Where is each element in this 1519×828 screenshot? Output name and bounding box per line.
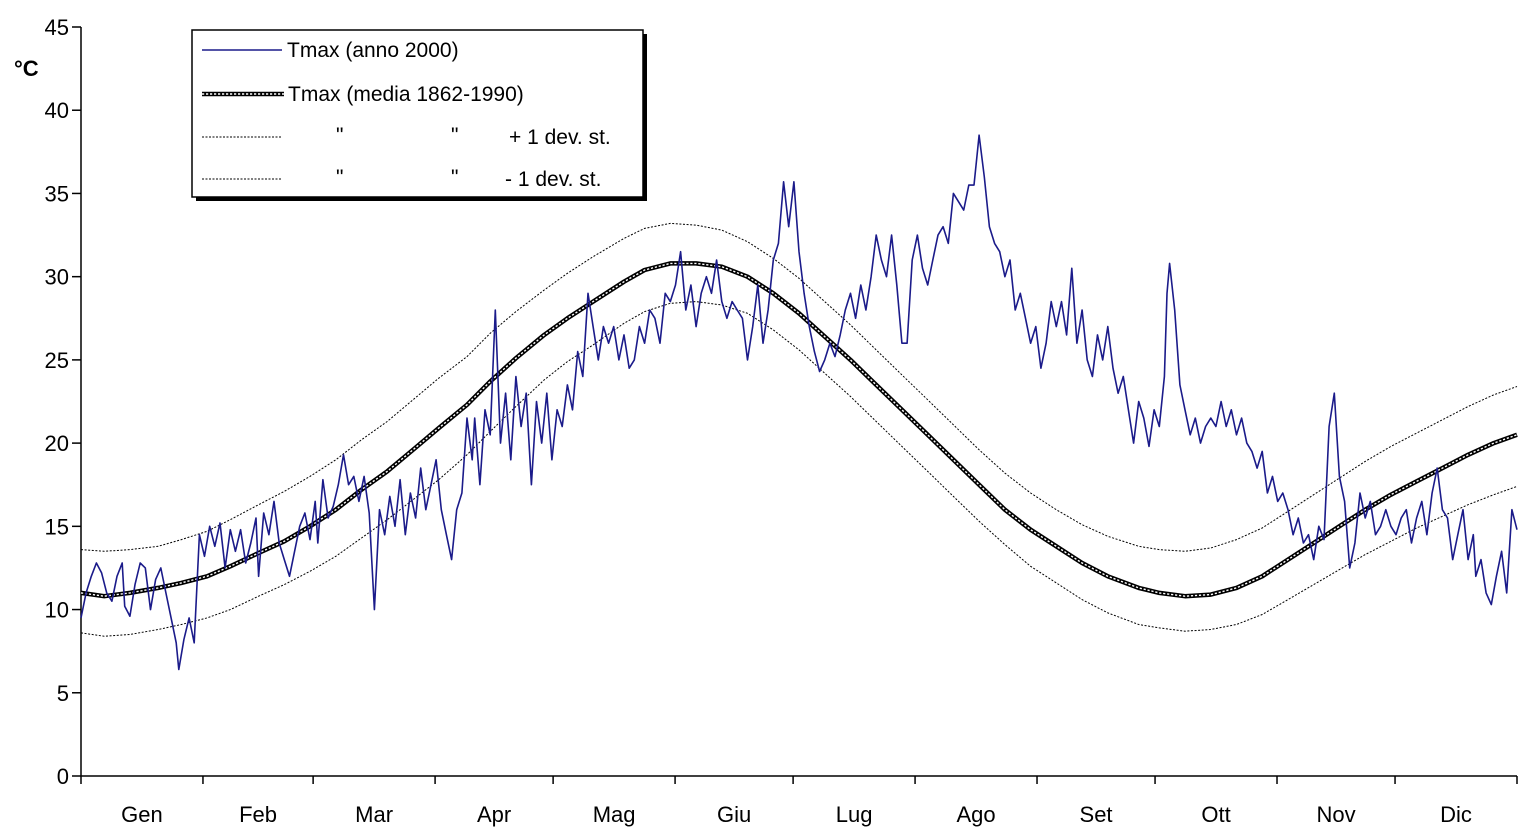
x-tick-label: Mar <box>355 802 393 827</box>
y-tick-label: 25 <box>45 348 69 373</box>
y-tick-label: 5 <box>57 681 69 706</box>
legend-label-plus-dev: + 1 dev. st. <box>509 126 611 149</box>
legend-ditto-plus-2: " <box>451 124 458 147</box>
legend: Tmax (anno 2000) Tmax (media 1862-1990) … <box>191 29 647 201</box>
x-axis: Gen Feb Mar Apr Mag Giu Lug Ago Set Ott Nov Dic <box>80 775 1518 827</box>
y-axis: 0 5 10 15 20 25 30 35 40 45 <box>45 15 82 789</box>
y-axis-unit-label: °C <box>14 56 39 81</box>
legend-ditto-minus-1: " <box>336 166 343 189</box>
x-tick-label: Ott <box>1201 802 1230 827</box>
series-line-plus-1-dev <box>80 222 1518 552</box>
series-line-media-pattern <box>80 262 1518 597</box>
legend-label-media: Tmax (media 1862-1990) <box>288 83 524 106</box>
y-tick-label: 45 <box>45 15 69 40</box>
x-tick-label: Feb <box>239 802 277 827</box>
series-line-anno-2000 <box>80 134 1518 671</box>
legend-ditto-minus-2: " <box>451 166 458 189</box>
y-tick-label: 40 <box>45 98 69 123</box>
legend-label-minus-dev: - 1 dev. st. <box>505 168 601 191</box>
x-tick-label: Gen <box>121 802 163 827</box>
x-tick-label: Lug <box>836 802 873 827</box>
x-tick-label: Dic <box>1440 802 1472 827</box>
x-tick-label: Nov <box>1316 802 1355 827</box>
x-tick-label: Ago <box>956 802 995 827</box>
y-tick-label: 35 <box>45 181 69 206</box>
legend-ditto-plus-1: " <box>336 124 343 147</box>
series-line-minus-1-dev <box>80 301 1518 637</box>
x-tick-label: Apr <box>477 802 511 827</box>
x-tick-label: Mag <box>593 802 636 827</box>
y-tick-label: 20 <box>45 431 69 456</box>
legend-label-anno-2000: Tmax (anno 2000) <box>287 39 459 62</box>
legend-box <box>191 29 644 198</box>
x-tick-label: Set <box>1080 802 1113 827</box>
series-layer <box>80 134 1518 671</box>
x-tick-label: Giu <box>717 802 751 827</box>
y-tick-label: 30 <box>45 265 69 290</box>
y-tick-label: 15 <box>45 514 69 539</box>
y-tick-label: 0 <box>57 764 69 789</box>
y-tick-label: 10 <box>45 598 69 623</box>
